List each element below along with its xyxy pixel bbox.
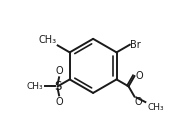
Text: O: O [55,97,63,107]
Text: O: O [135,71,143,81]
Text: CH₃: CH₃ [26,82,43,91]
Text: S: S [54,80,61,93]
Text: Br: Br [130,40,141,50]
Text: O: O [55,66,63,75]
Text: O: O [135,97,143,107]
Text: CH₃: CH₃ [39,35,57,45]
Text: CH₃: CH₃ [147,103,164,112]
